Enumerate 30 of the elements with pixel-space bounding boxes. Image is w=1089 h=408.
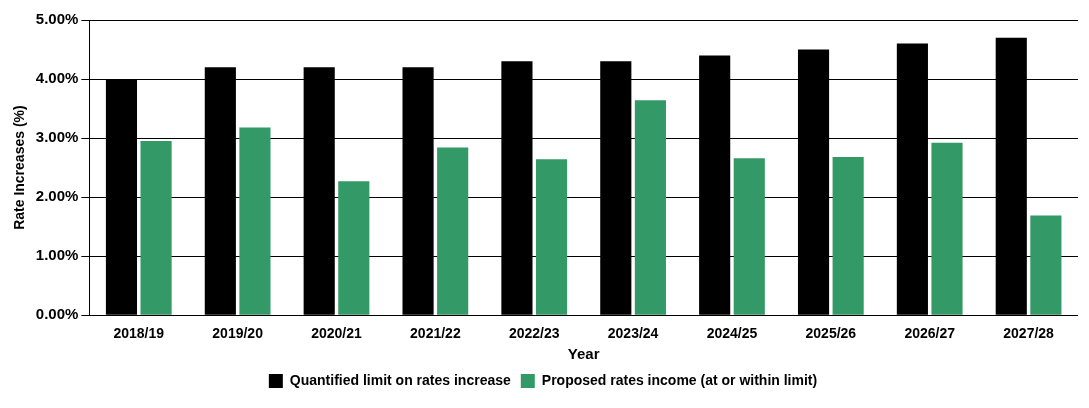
x-tick-label: 2022/23 <box>508 325 560 342</box>
bar <box>437 147 469 315</box>
bar <box>239 127 271 315</box>
y-tick-label: 1.00% <box>35 246 79 264</box>
x-tick-label: 2027/28 <box>1003 325 1055 342</box>
y-tick-label: 0.00% <box>35 305 79 323</box>
y-tick-label: 5.00% <box>35 10 79 28</box>
legend-label: Quantified limit on rates increase <box>289 371 511 388</box>
bar <box>931 142 963 315</box>
bar <box>832 156 864 315</box>
bar <box>634 100 666 315</box>
y-axis-title: Rate Increases (%) <box>11 105 28 230</box>
x-tick-label: 2019/20 <box>212 325 264 342</box>
x-tick-label: 2023/24 <box>607 325 659 342</box>
x-tick-label: 2025/26 <box>805 325 857 342</box>
x-tick-label: 2018/19 <box>113 325 165 342</box>
bar <box>535 159 568 315</box>
x-axis-title: Year <box>567 345 600 363</box>
x-tick-label: 2024/25 <box>706 325 758 342</box>
legend-label: Proposed rates income (at or within limit) <box>541 371 818 388</box>
bar <box>140 141 172 315</box>
bar <box>1030 215 1062 315</box>
x-tick-label: 2020/21 <box>311 325 363 342</box>
y-tick-label: 2.00% <box>35 187 79 205</box>
x-tick-label: 2021/22 <box>410 325 461 342</box>
x-tick-label: 2026/27 <box>904 325 956 342</box>
bar <box>338 181 370 315</box>
y-tick-label: 4.00% <box>35 69 79 87</box>
bar <box>733 158 765 315</box>
y-tick-label: 3.00% <box>35 128 79 146</box>
